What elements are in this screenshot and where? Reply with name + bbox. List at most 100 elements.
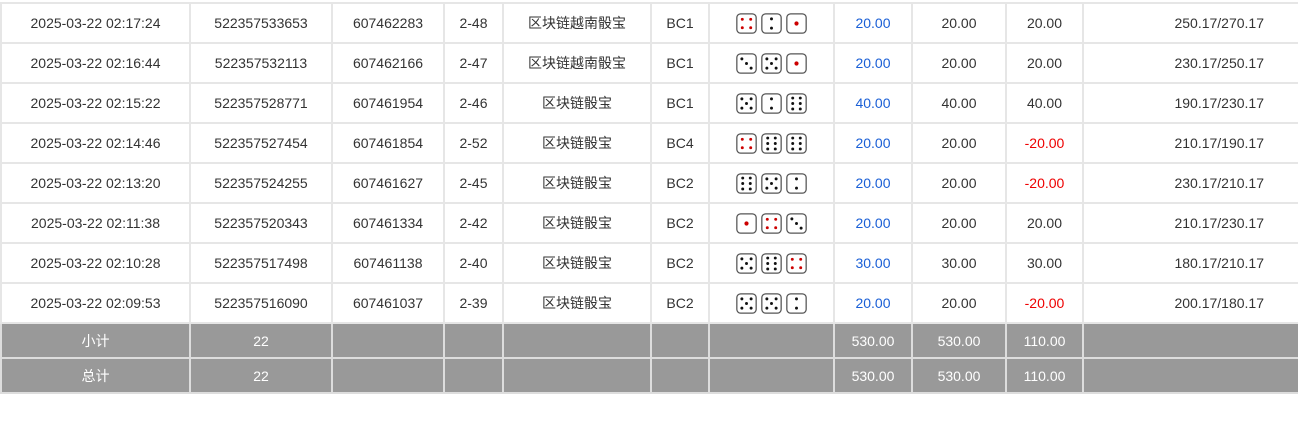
table-row: 2025-03-22 02:16:44 522357532113 6074621…	[0, 42, 1298, 84]
valid-bet: 20.00	[911, 162, 1007, 204]
summary-win: 110.00	[1005, 357, 1084, 394]
game-number: 2-46	[443, 82, 504, 124]
summary-label: 总计	[0, 357, 191, 394]
order-number: 522357517498	[189, 242, 333, 284]
dice-result	[708, 242, 835, 284]
bet-amount: 20.00	[833, 122, 913, 164]
dice-result	[708, 162, 835, 204]
dice-5-icon	[736, 292, 757, 314]
table-id: BC2	[650, 282, 710, 324]
balance: 210.17/230.17	[1082, 202, 1298, 244]
dice-3-icon	[786, 212, 807, 234]
dice-4-icon	[736, 12, 757, 34]
bet-time: 2025-03-22 02:09:53	[0, 282, 191, 324]
balance: 230.17/250.17	[1082, 42, 1298, 84]
summary-count: 22	[189, 322, 333, 359]
summary-row: 总计 22 530.00 530.00 110.00	[0, 357, 1298, 394]
dice-6-icon	[736, 172, 757, 194]
bet-time: 2025-03-22 02:16:44	[0, 42, 191, 84]
table-id: BC4	[650, 122, 710, 164]
dice-5-icon	[736, 92, 757, 114]
game-name: 区块链骰宝	[502, 202, 652, 244]
bet-time: 2025-03-22 02:10:28	[0, 242, 191, 284]
round-number: 607461037	[331, 282, 445, 324]
dice-2-icon	[761, 92, 782, 114]
bet-amount: 20.00	[833, 2, 913, 44]
round-number: 607462166	[331, 42, 445, 84]
balance: 250.17/270.17	[1082, 2, 1298, 44]
balance: 210.17/190.17	[1082, 122, 1298, 164]
table-row: 2025-03-22 02:15:22 522357528771 6074619…	[0, 82, 1298, 124]
table-row: 2025-03-22 02:11:38 522357520343 6074613…	[0, 202, 1298, 244]
game-number: 2-42	[443, 202, 504, 244]
bet-time: 2025-03-22 02:17:24	[0, 2, 191, 44]
table-row: 2025-03-22 02:09:53 522357516090 6074610…	[0, 282, 1298, 324]
summary-bet: 530.00	[833, 357, 913, 394]
order-number: 522357516090	[189, 282, 333, 324]
order-number: 522357532113	[189, 42, 333, 84]
summary-bet: 530.00	[833, 322, 913, 359]
summary-count: 22	[189, 357, 333, 394]
dice-3-icon	[736, 52, 757, 74]
valid-bet: 20.00	[911, 282, 1007, 324]
table-row: 2025-03-22 02:13:20 522357524255 6074616…	[0, 162, 1298, 204]
valid-bet: 30.00	[911, 242, 1007, 284]
dice-4-icon	[761, 212, 782, 234]
win-loss: 20.00	[1005, 42, 1084, 84]
game-name: 区块链骰宝	[502, 242, 652, 284]
bet-amount: 20.00	[833, 282, 913, 324]
order-number: 522357527454	[189, 122, 333, 164]
balance: 180.17/210.17	[1082, 242, 1298, 284]
game-name: 区块链骰宝	[502, 282, 652, 324]
bet-amount: 40.00	[833, 82, 913, 124]
game-name: 区块链骰宝	[502, 162, 652, 204]
round-number: 607461954	[331, 82, 445, 124]
dice-result	[708, 202, 835, 244]
dice-6-icon	[786, 92, 807, 114]
game-name: 区块链骰宝	[502, 82, 652, 124]
summary-win: 110.00	[1005, 322, 1084, 359]
table-id: BC2	[650, 162, 710, 204]
game-number: 2-45	[443, 162, 504, 204]
game-number: 2-48	[443, 2, 504, 44]
table-row: 2025-03-22 02:17:24 522357533653 6074622…	[0, 2, 1298, 44]
win-loss: 30.00	[1005, 242, 1084, 284]
dice-6-icon	[761, 132, 782, 154]
table-id: BC1	[650, 2, 710, 44]
bet-amount: 30.00	[833, 242, 913, 284]
dice-2-icon	[761, 12, 782, 34]
table-id: BC1	[650, 82, 710, 124]
round-number: 607461627	[331, 162, 445, 204]
valid-bet: 20.00	[911, 42, 1007, 84]
game-number: 2-40	[443, 242, 504, 284]
round-number: 607461138	[331, 242, 445, 284]
dice-2-icon	[786, 292, 807, 314]
dice-result	[708, 2, 835, 44]
dice-4-icon	[736, 132, 757, 154]
bet-amount: 20.00	[833, 202, 913, 244]
game-name: 区块链骰宝	[502, 122, 652, 164]
balance: 190.17/230.17	[1082, 82, 1298, 124]
dice-5-icon	[761, 52, 782, 74]
dice-6-icon	[761, 252, 782, 274]
game-name: 区块链越南骰宝	[502, 42, 652, 84]
table-id: BC2	[650, 242, 710, 284]
win-loss: -20.00	[1005, 122, 1084, 164]
bet-time: 2025-03-22 02:11:38	[0, 202, 191, 244]
game-number: 2-52	[443, 122, 504, 164]
dice-5-icon	[761, 172, 782, 194]
table-row: 2025-03-22 02:10:28 522357517498 6074611…	[0, 242, 1298, 284]
round-number: 607461854	[331, 122, 445, 164]
game-number: 2-47	[443, 42, 504, 84]
bet-time: 2025-03-22 02:15:22	[0, 82, 191, 124]
win-loss: 20.00	[1005, 202, 1084, 244]
order-number: 522357524255	[189, 162, 333, 204]
dice-result	[708, 42, 835, 84]
order-number: 522357528771	[189, 82, 333, 124]
dice-1-icon	[786, 52, 807, 74]
win-loss: -20.00	[1005, 282, 1084, 324]
table-id: BC1	[650, 42, 710, 84]
balance: 230.17/210.17	[1082, 162, 1298, 204]
valid-bet: 20.00	[911, 122, 1007, 164]
valid-bet: 40.00	[911, 82, 1007, 124]
